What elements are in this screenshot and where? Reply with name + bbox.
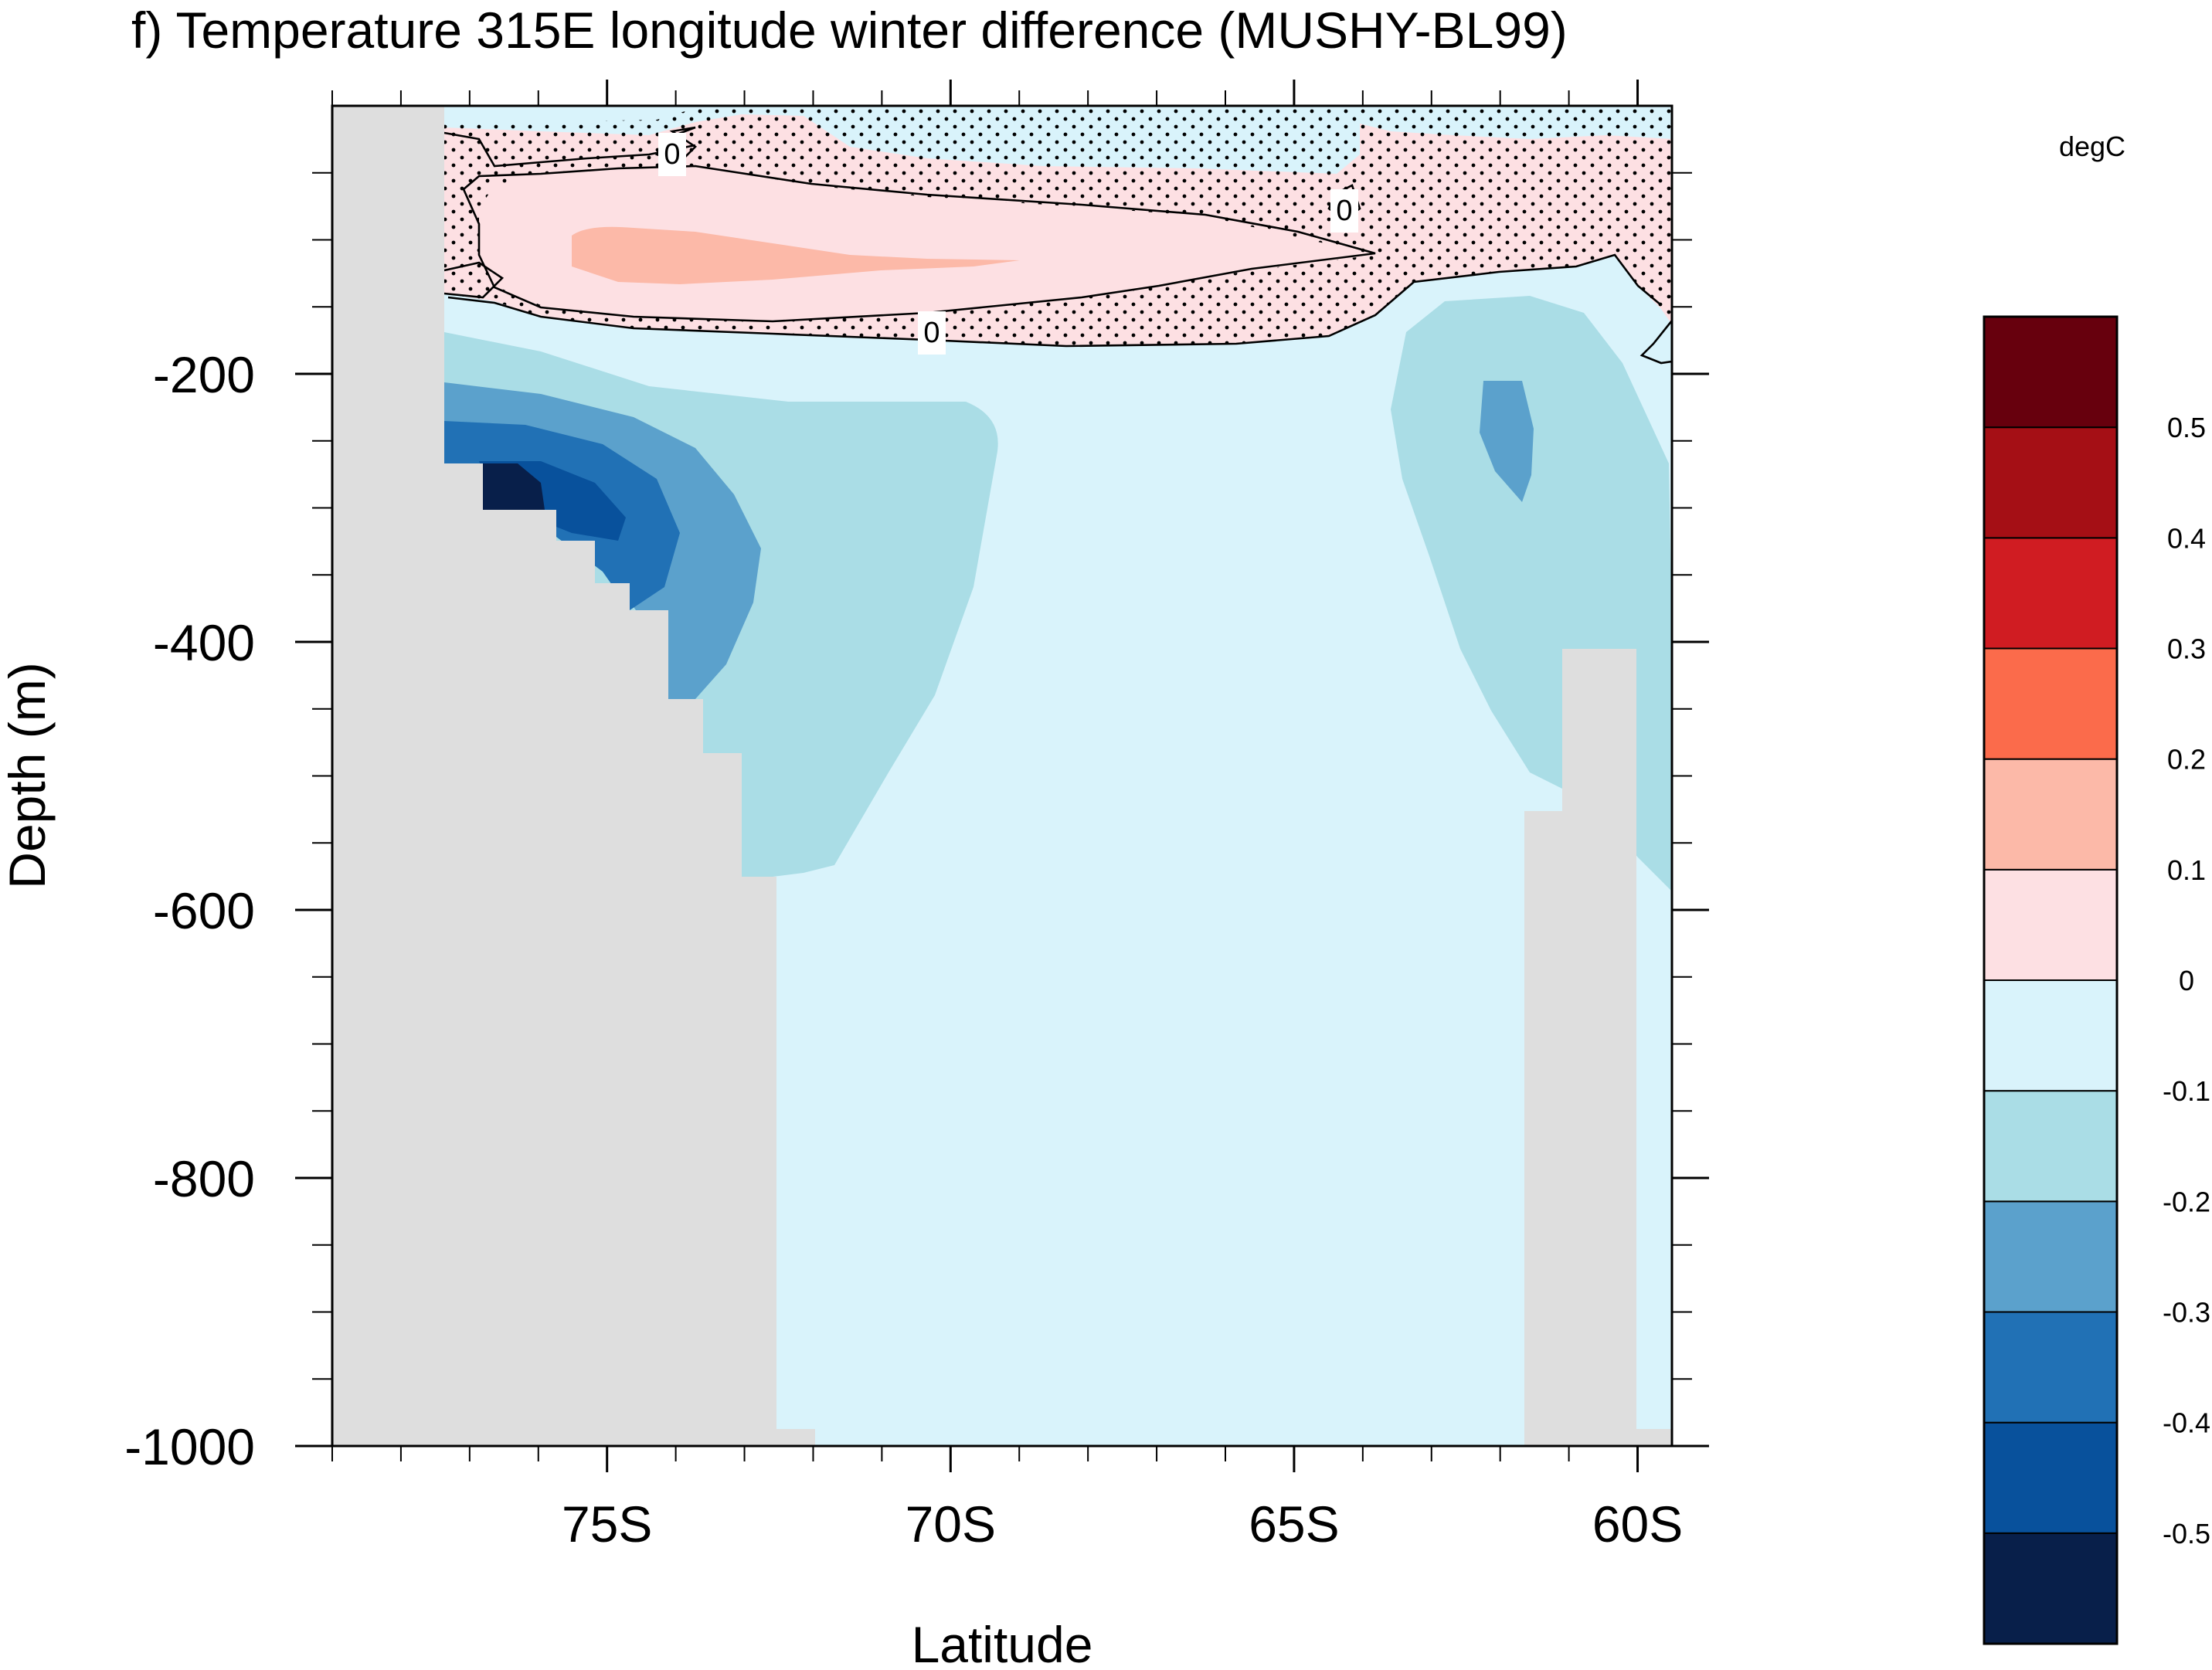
colorbar-label-6: 0.1 xyxy=(2167,854,2206,886)
zero-label-box-1 xyxy=(658,133,686,176)
colorbar-box-7 xyxy=(1983,758,2118,871)
colorbar-box-1 xyxy=(1983,1421,2118,1534)
colorbar-label-4: -0.1 xyxy=(2163,1075,2210,1107)
colorbar-box-8 xyxy=(1983,647,2118,760)
zero-contours xyxy=(443,126,1672,365)
colorbar-label-1: -0.4 xyxy=(2163,1407,2210,1439)
y-tick-label-3: -800 xyxy=(153,1150,255,1207)
colorbar-box-4 xyxy=(1983,1090,2118,1203)
colorbar-label-7: 0.2 xyxy=(2167,744,2206,776)
colorbar-box-10 xyxy=(1983,426,2118,539)
contour-right-minus-0-2 xyxy=(1480,381,1534,502)
colorbar-label-9: 0.4 xyxy=(2167,522,2206,554)
land-mask-right xyxy=(1524,649,1672,1446)
zero-label-box-3 xyxy=(918,311,946,355)
chart-title: f) Temperature 315E longitude winter dif… xyxy=(131,2,1568,59)
y-tick-label-2: -600 xyxy=(153,882,255,939)
colorbar-box-9 xyxy=(1983,537,2118,650)
x-tick-label-0: 75S xyxy=(562,1495,652,1553)
colorbar-label-10: 0.5 xyxy=(2167,412,2206,443)
colorbar-label-8: 0.3 xyxy=(2167,633,2206,665)
axis-tick-labels: 75S 70S 65S 60S -200 -400 -600 -800 -1000 xyxy=(124,346,1683,1553)
contour-left-minus-0-5 xyxy=(483,463,545,510)
y-axis-label: Depth (m) xyxy=(0,662,56,888)
x-tick-label-2: 65S xyxy=(1249,1495,1339,1553)
colorbar: -0.5 -0.4 -0.3 -0.2 -0.1 0 0.1 0.2 0.3 0.4 0.5 xyxy=(1983,315,2210,1645)
colorbar-label-3: -0.2 xyxy=(2163,1186,2210,1217)
land-mask-left xyxy=(332,106,815,1446)
colorbar-box-5 xyxy=(1983,979,2118,1092)
x-tick-label-1: 70S xyxy=(906,1495,996,1553)
colorbar-box-11 xyxy=(1983,316,2118,429)
x-tick-label-3: 60S xyxy=(1592,1495,1683,1553)
axis-ticks xyxy=(295,80,1709,1472)
colorbar-frame xyxy=(1983,315,2119,1645)
y-tick-label-4: -1000 xyxy=(124,1418,255,1475)
colorbar-box-3 xyxy=(1983,1200,2118,1313)
colorbar-units: degC xyxy=(2059,131,2125,162)
zero-label-box-2 xyxy=(1330,189,1358,233)
colorbar-box-6 xyxy=(1983,868,2118,982)
colorbar-label-5: 0 xyxy=(2179,965,2194,996)
colorbar-label-2: -0.3 xyxy=(2163,1297,2210,1329)
zero-label-3: 0 xyxy=(923,317,940,349)
colorbar-box-0 xyxy=(1983,1532,2118,1645)
zero-label-1: 0 xyxy=(664,138,680,171)
colorbar-label-0: -0.5 xyxy=(2163,1518,2210,1550)
contour-warm-core-redraw xyxy=(572,226,1020,284)
plot-area: 0 0 0 xyxy=(332,106,1672,1446)
x-axis-label: Latitude xyxy=(912,1616,1093,1670)
y-tick-label-0: -200 xyxy=(153,346,255,403)
y-tick-label-1: -400 xyxy=(153,614,255,671)
zero-label-2: 0 xyxy=(1336,195,1352,227)
colorbar-box-2 xyxy=(1983,1311,2118,1424)
